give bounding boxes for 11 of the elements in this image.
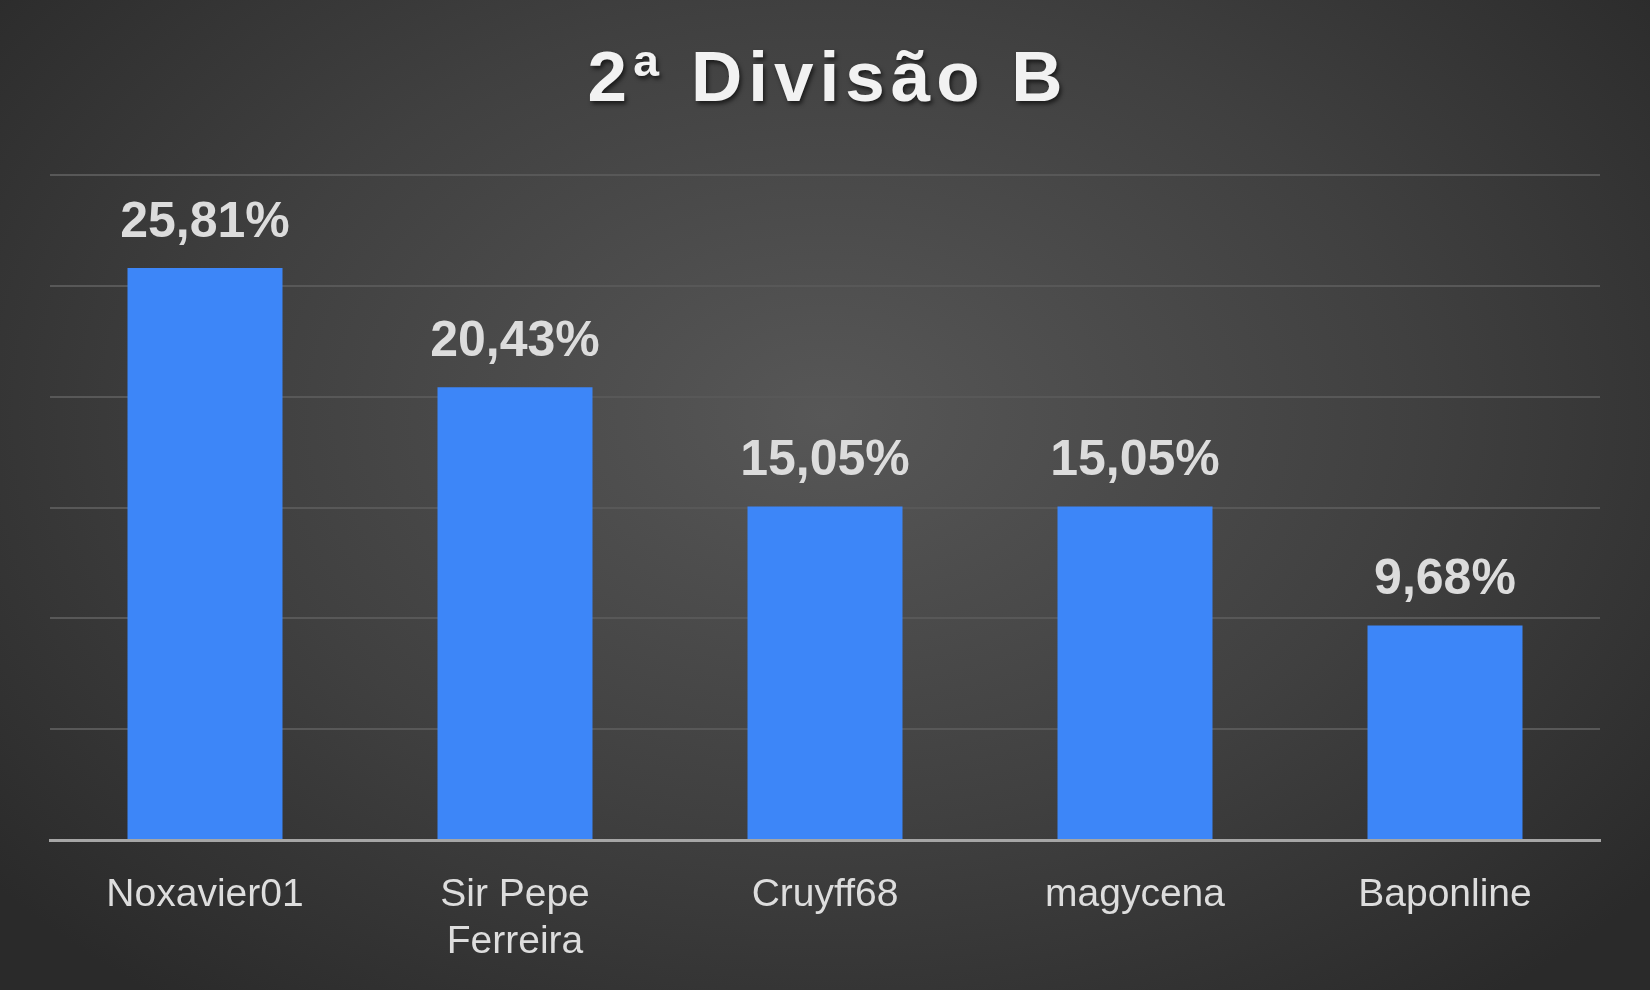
chart-title: 2ª Divisão B <box>587 37 1069 116</box>
x-tick-label: Baponline <box>1358 871 1532 915</box>
data-label: 20,43% <box>430 311 600 368</box>
x-tick-label: magycena <box>1045 871 1226 915</box>
data-label: 15,05% <box>1050 430 1220 487</box>
data-label: 15,05% <box>740 430 910 487</box>
data-label: 25,81% <box>120 191 290 248</box>
x-tick-label: Cruyff68 <box>751 871 899 915</box>
x-tick-label: Sir Pepe Ferreira <box>440 871 590 961</box>
x-tick-label: Noxavier01 <box>106 871 304 915</box>
data-label: 9,68% <box>1374 549 1516 606</box>
